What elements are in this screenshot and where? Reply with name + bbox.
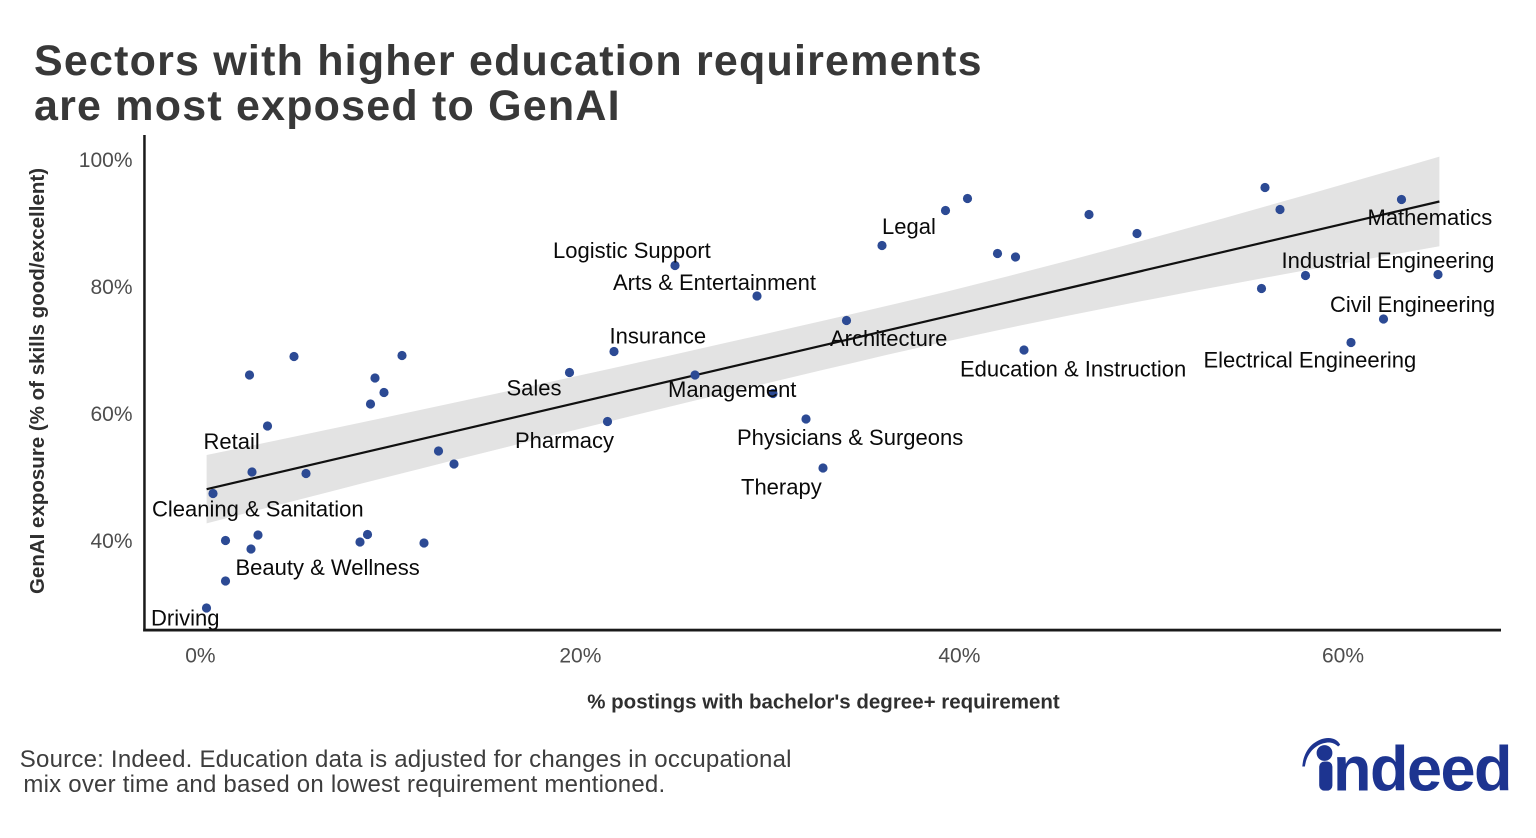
svg-text:60%: 60% bbox=[90, 403, 132, 426]
svg-text:Driving: Driving bbox=[151, 606, 219, 631]
svg-text:Retail: Retail bbox=[204, 429, 260, 454]
svg-text:Management: Management bbox=[668, 377, 796, 402]
svg-text:60%: 60% bbox=[1322, 645, 1364, 668]
svg-text:Arts & Entertainment: Arts & Entertainment bbox=[613, 270, 816, 295]
svg-text:Sales: Sales bbox=[507, 376, 562, 401]
svg-text:GenAI exposure (% of skills go: GenAI exposure (% of skills good/excelle… bbox=[26, 168, 49, 594]
svg-text:Cleaning & Sanitation: Cleaning & Sanitation bbox=[152, 497, 364, 522]
svg-text:0%: 0% bbox=[185, 645, 215, 668]
svg-text:Electrical Engineering: Electrical Engineering bbox=[1204, 348, 1417, 373]
svg-text:ndeed: ndeed bbox=[1333, 735, 1511, 805]
svg-text:100%: 100% bbox=[79, 149, 133, 172]
svg-text:80%: 80% bbox=[90, 276, 132, 299]
svg-text:Insurance: Insurance bbox=[610, 324, 707, 349]
svg-text:Beauty & Wellness: Beauty & Wellness bbox=[236, 555, 420, 580]
svg-text:% postings with bachelor's deg: % postings with bachelor's degree+ requi… bbox=[587, 691, 1060, 714]
svg-text:Legal: Legal bbox=[882, 214, 936, 239]
svg-text:Physicians & Surgeons: Physicians & Surgeons bbox=[737, 425, 963, 450]
svg-text:Therapy: Therapy bbox=[741, 475, 822, 500]
svg-text:Source: Indeed. Education data: Source: Indeed. Education data is adjust… bbox=[20, 746, 792, 773]
svg-text:Education & Instruction: Education & Instruction bbox=[960, 357, 1186, 382]
svg-text:20%: 20% bbox=[559, 645, 601, 668]
svg-text:Civil Engineering: Civil Engineering bbox=[1330, 292, 1495, 317]
svg-text:40%: 40% bbox=[938, 645, 980, 668]
svg-text:mix over time and based on low: mix over time and based on lowest requir… bbox=[23, 771, 665, 798]
svg-text:Pharmacy: Pharmacy bbox=[515, 428, 614, 453]
svg-text:40%: 40% bbox=[90, 530, 132, 553]
svg-text:Mathematics: Mathematics bbox=[1368, 205, 1493, 230]
svg-text:Industrial Engineering: Industrial Engineering bbox=[1282, 248, 1495, 273]
svg-text:Logistic Support: Logistic Support bbox=[553, 238, 711, 263]
svg-text:Architecture: Architecture bbox=[830, 326, 947, 351]
